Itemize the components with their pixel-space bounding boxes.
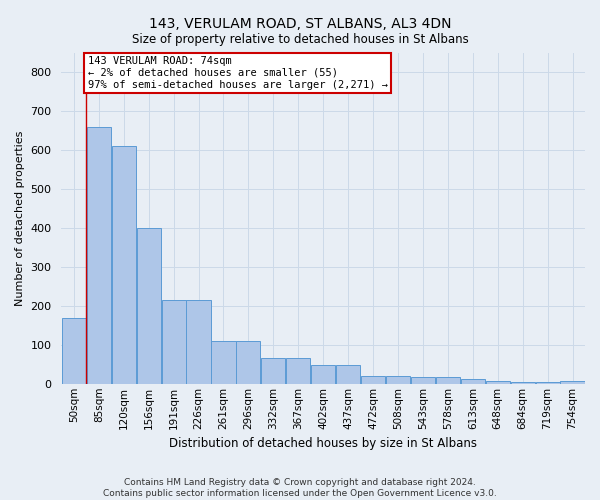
Bar [436,377,460,384]
Bar [187,300,211,384]
Bar [211,341,236,384]
Bar [62,318,86,384]
Text: Size of property relative to detached houses in St Albans: Size of property relative to detached ho… [131,32,469,46]
Bar [411,377,435,384]
Bar [386,376,410,384]
Bar [361,376,385,384]
X-axis label: Distribution of detached houses by size in St Albans: Distribution of detached houses by size … [169,437,477,450]
Y-axis label: Number of detached properties: Number of detached properties [15,130,25,306]
Bar [511,382,535,384]
Bar [161,300,185,384]
Bar [461,378,485,384]
Bar [336,366,360,384]
Text: 143 VERULAM ROAD: 74sqm
← 2% of detached houses are smaller (55)
97% of semi-det: 143 VERULAM ROAD: 74sqm ← 2% of detached… [88,56,388,90]
Bar [311,366,335,384]
Text: 143, VERULAM ROAD, ST ALBANS, AL3 4DN: 143, VERULAM ROAD, ST ALBANS, AL3 4DN [149,18,451,32]
Bar [485,381,510,384]
Bar [112,146,136,384]
Bar [536,382,560,384]
Bar [560,381,584,384]
Bar [87,126,111,384]
Bar [137,228,161,384]
Bar [236,341,260,384]
Bar [286,358,310,384]
Text: Contains HM Land Registry data © Crown copyright and database right 2024.
Contai: Contains HM Land Registry data © Crown c… [103,478,497,498]
Bar [261,358,286,384]
